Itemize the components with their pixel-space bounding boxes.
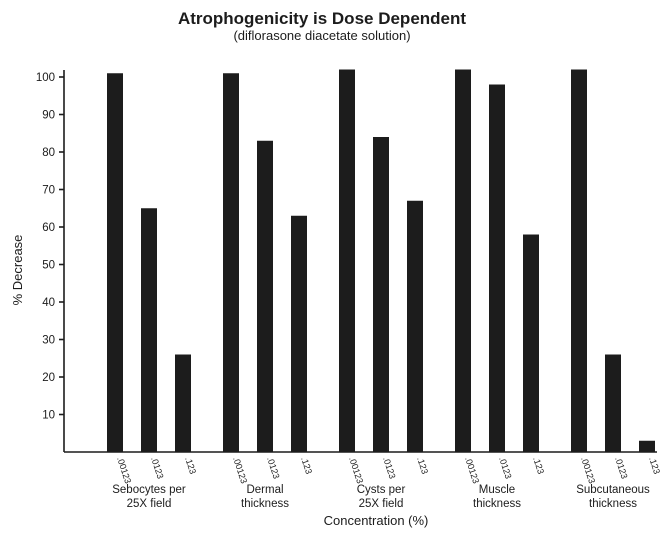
bar [407, 200, 423, 452]
bar [373, 137, 389, 452]
x-tick-label: .0123 [497, 456, 513, 481]
x-tick-label: .00123 [347, 456, 365, 485]
x-tick-label: .123 [299, 456, 314, 476]
x-tick-label: .0123 [381, 456, 397, 481]
bar [107, 73, 123, 452]
x-tick-label: .00123 [579, 456, 597, 485]
bar [489, 84, 505, 452]
y-tick-label: 30 [42, 335, 55, 347]
bar [257, 140, 273, 452]
bar [639, 440, 655, 452]
y-tick-label: 70 [42, 185, 55, 197]
group-label: thickness [241, 498, 289, 510]
y-ticks: 10 20 30 40 50 60 70 80 90 100 [36, 72, 64, 422]
group-label: thickness [589, 498, 637, 510]
bar [571, 69, 587, 452]
x-tick-label: .00123 [231, 456, 249, 485]
group-labels: Sebocytes per 25X field Dermal thickness Cys… [112, 484, 650, 510]
bars [107, 69, 655, 452]
group-label: 25X field [359, 498, 404, 510]
y-tick-label: 40 [42, 297, 55, 309]
bar [605, 354, 621, 452]
x-tick-label: .0123 [149, 456, 165, 481]
group-label: Cysts per [357, 484, 406, 496]
bar [141, 208, 157, 452]
x-tick-label: .123 [183, 456, 198, 476]
y-tick-label: 20 [42, 372, 55, 384]
x-tick-label: .0123 [265, 456, 281, 481]
chart-subtitle: (diflorasone diacetate solution) [233, 28, 410, 43]
y-tick-label: 50 [42, 260, 55, 272]
group-label: Subcutaneous [576, 484, 650, 496]
y-tick-label: 90 [42, 110, 55, 122]
x-axis-label: Concentration (%) [324, 513, 429, 528]
bar [291, 215, 307, 452]
group-label: thickness [473, 498, 521, 510]
x-tick-label: .00123 [115, 456, 133, 485]
chart-title: Atrophogenicity is Dose Dependent [178, 9, 466, 28]
y-tick-label: 100 [36, 72, 55, 84]
group-label: Muscle [479, 484, 515, 496]
x-tick-label: .0123 [613, 456, 629, 481]
group-label: Dermal [246, 484, 283, 496]
group-label: 25X field [127, 498, 172, 510]
x-tick-label: .00123 [463, 456, 481, 485]
bar [455, 69, 471, 452]
axes [63, 70, 657, 453]
x-tick-label: .123 [531, 456, 546, 476]
group-label: Sebocytes per [112, 484, 186, 496]
bar [339, 69, 355, 452]
y-tick-label: 80 [42, 147, 55, 159]
x-tick-labels: .00123 .0123 .123 .00123 .0123 .123 .00123 .012… [115, 456, 662, 485]
bar [223, 73, 239, 452]
x-tick-label: .123 [415, 456, 430, 476]
bar [175, 354, 191, 452]
y-axis-label: % Decrease [10, 235, 25, 306]
y-tick-label: 10 [42, 410, 55, 422]
y-tick-label: 60 [42, 222, 55, 234]
bar [523, 234, 539, 452]
x-tick-label: .123 [647, 456, 662, 476]
